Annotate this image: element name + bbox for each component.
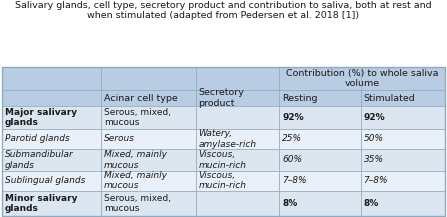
Text: 7–8%: 7–8% xyxy=(282,176,307,185)
Text: 8%: 8% xyxy=(282,199,297,208)
Bar xyxy=(195,149,279,171)
Text: 35%: 35% xyxy=(363,155,384,164)
Text: Salivary glands, cell type, secretory product and contribution to saliva, both a: Salivary glands, cell type, secretory pr… xyxy=(15,1,432,20)
Bar xyxy=(361,129,445,149)
Bar xyxy=(2,67,445,216)
Text: 92%: 92% xyxy=(282,113,304,122)
Bar xyxy=(101,129,195,149)
Bar xyxy=(195,129,279,149)
Bar xyxy=(101,149,195,171)
Bar xyxy=(279,171,361,191)
Bar xyxy=(195,191,279,216)
Text: 7–8%: 7–8% xyxy=(363,176,388,185)
Bar xyxy=(195,106,279,129)
Text: Stimulated: Stimulated xyxy=(363,94,415,103)
Text: Contribution (%) to whole saliva
volume: Contribution (%) to whole saliva volume xyxy=(286,69,439,89)
Bar xyxy=(361,106,445,129)
Bar xyxy=(101,67,195,90)
Text: Viscous,
mucin-rich: Viscous, mucin-rich xyxy=(198,171,246,190)
Text: Serous, mixed,
mucous: Serous, mixed, mucous xyxy=(104,108,171,127)
Bar xyxy=(279,129,361,149)
Text: Resting: Resting xyxy=(282,94,318,103)
Bar xyxy=(101,191,195,216)
Bar xyxy=(2,129,101,149)
Bar xyxy=(195,90,279,106)
Text: Mixed, mainly
mucous: Mixed, mainly mucous xyxy=(104,150,167,169)
Bar xyxy=(279,90,361,106)
Text: 8%: 8% xyxy=(363,199,379,208)
Bar xyxy=(2,106,101,129)
Bar xyxy=(101,171,195,191)
Bar xyxy=(361,90,445,106)
Bar xyxy=(361,171,445,191)
Bar xyxy=(279,191,361,216)
Bar xyxy=(2,191,101,216)
Bar xyxy=(2,149,101,171)
Bar xyxy=(101,106,195,129)
Text: Serous, mixed,
mucous: Serous, mixed, mucous xyxy=(104,194,171,213)
Text: Submandibular
glands: Submandibular glands xyxy=(5,150,74,169)
Text: Serous: Serous xyxy=(104,135,135,143)
Text: 92%: 92% xyxy=(363,113,385,122)
Bar xyxy=(195,67,279,90)
Bar xyxy=(361,149,445,171)
Text: 50%: 50% xyxy=(363,135,384,143)
Text: Secretory
product: Secretory product xyxy=(198,88,244,108)
Text: 60%: 60% xyxy=(282,155,302,164)
Bar xyxy=(361,191,445,216)
Bar xyxy=(195,171,279,191)
Bar xyxy=(279,106,361,129)
Text: Acinar cell type: Acinar cell type xyxy=(104,94,178,103)
Text: Sublingual glands: Sublingual glands xyxy=(5,176,85,185)
Text: Major salivary
glands: Major salivary glands xyxy=(5,108,77,127)
Text: Watery,
amylase-rich: Watery, amylase-rich xyxy=(198,129,256,149)
Bar xyxy=(2,67,101,90)
Text: Minor salivary
glands: Minor salivary glands xyxy=(5,194,77,213)
Text: Viscous,
mucin-rich: Viscous, mucin-rich xyxy=(198,150,246,169)
Bar xyxy=(279,149,361,171)
Bar xyxy=(2,171,101,191)
Text: 25%: 25% xyxy=(282,135,302,143)
Bar xyxy=(101,90,195,106)
Bar xyxy=(2,90,101,106)
Bar xyxy=(279,67,445,90)
Text: Parotid glands: Parotid glands xyxy=(5,135,70,143)
Text: Mixed, mainly
mucous: Mixed, mainly mucous xyxy=(104,171,167,190)
